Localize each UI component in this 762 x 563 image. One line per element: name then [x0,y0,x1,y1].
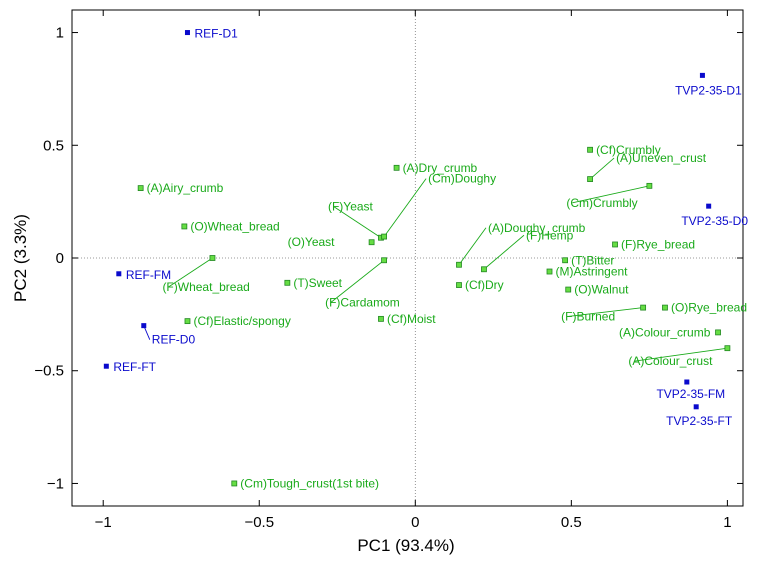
marker-tvp2-35-d1 [699,72,705,78]
marker-o-rye-bread [662,304,668,311]
leader-a-colour-crust [634,347,728,362]
x-tick-label: −0.5 [244,514,274,531]
marker-cf-moist [378,315,384,322]
leader-a-doughy-crumb [458,227,487,266]
label-cf-crumbly: (Cf)Crumbly [596,143,661,157]
y-tick-label: −1 [47,475,64,492]
marker-ref-d1 [184,30,190,36]
marker-a-colour-crumb [715,329,721,336]
x-tick-label: 0.5 [561,514,582,531]
marker-cf-crumbly [587,146,593,153]
leader-cm-crumbly [572,185,650,204]
leader-cm-doughy [383,178,427,237]
leader-a-uneven-crust [589,157,615,180]
marker-a-uneven-crust [587,176,593,182]
marker-ref-ft [103,363,109,369]
label-cm-tough-crust-1st-bite: (Cm)Tough_crust(1st bite) [240,476,379,490]
marker-cm-tough-crust-1st-bite [231,480,238,487]
marker-f-wheat-bread [209,255,216,261]
label-o-rye-bread: (O)Rye_bread [671,301,747,315]
marker-t-bitter [562,257,569,264]
marker-a-dry-crumb [393,164,400,171]
y-axis-title: PC2 (3.3%) [11,214,30,302]
label-f-burned: (F)Burned [561,310,615,324]
label-m-astringent: (M)Astringent [556,265,629,279]
label-a-doughy-crumb: (A)Doughy_crumb [488,221,586,235]
marker-cm-crumbly [646,182,653,189]
x-tick-label: −1 [95,514,112,531]
marker-tvp2-35-ft [693,404,699,410]
label-ref-ft: REF-FT [113,360,156,374]
marker-f-rye-bread [612,241,618,248]
label-o-walnut: (O)Walnut [574,283,629,297]
label-f-wheat-bread: (F)Wheat_bread [162,280,249,294]
x-tick-label: 0 [411,514,419,531]
marker-tvp2-35-fm [684,379,690,385]
y-tick-label: 0.5 [43,137,64,154]
label-o-yeast: (O)Yeast [288,235,336,249]
label-f-hemp: (F)Hemp [526,228,574,242]
label-tvp2-35-d1: TVP2-35-D1 [675,83,742,97]
label-f-rye-bread: (F)Rye_bread [621,237,695,251]
label-cm-doughy: (Cm)Doughy [428,172,496,186]
point-markers [103,30,731,487]
label-tvp2-35-d0: TVP2-35-D0 [681,214,748,228]
leader-f-cardamom [330,259,385,303]
marker-a-airy-crumb [137,185,144,192]
label-cf-moist: (Cf)Moist [387,312,436,326]
marker-ref-fm [116,271,122,277]
leader-f-burned [567,307,644,318]
label-f-yeast: (F)Yeast [328,200,374,214]
axis-ticks: −1 −0.5 0 0.5 1 −1 −0.5 0 0.5 1 [34,10,743,531]
label-cm-crumbly: (Cm)Crumbly [566,196,637,210]
marker-f-cardamom [381,257,387,264]
label-tvp2-35-fm: TVP2-35-FM [656,387,725,401]
label-leader-lines [143,157,728,362]
leader-f-hemp [483,234,525,270]
leader-f-yeast [333,206,382,239]
marker-tvp2-35-d0 [706,203,712,209]
marker-ref-d0 [141,323,147,329]
label-t-sweet: (T)Sweet [293,276,342,290]
label-o-wheat-bread: (O)Wheat_bread [190,219,279,233]
label-t-bitter: (T)Bitter [571,253,614,267]
marker-a-colour-crust [724,345,731,352]
marker-cf-dry [456,282,462,288]
label-cf-elastic-spongy: (Cf)Elastic/spongy [193,314,290,328]
label-ref-fm: REF-FM [126,268,171,282]
point-labels: REF-D1 REF-FM REF-D0 REF-FT TVP2-35-D1 TVP2-3… [113,27,748,491]
marker-f-burned [640,304,647,311]
label-a-colour-crumb: (A)Colour_crumb [619,325,711,339]
label-tvp2-35-ft: TVP2-35-FT [666,414,733,428]
x-tick-label: 1 [723,514,731,531]
label-ref-d1: REF-D1 [194,27,238,41]
marker-o-yeast [368,239,375,246]
marker-f-hemp [481,266,487,273]
y-tick-label: −0.5 [34,363,64,380]
marker-t-sweet [284,279,291,286]
label-f-cardamom: (F)Cardamom [325,295,400,309]
label-a-colour-crust: (A)Colour_crust [628,354,713,368]
label-a-dry-crumb: (A)Dry_crumb [403,161,478,175]
label-a-uneven-crust: (A)Uneven_crust [616,151,707,165]
marker-m-astringent [546,268,553,275]
zero-lines [72,10,743,506]
marker-cf-elastic-spongy [184,318,191,325]
y-tick-label: 0 [56,250,64,267]
marker-cm-doughy [381,233,387,240]
label-a-airy-crumb: (A)Airy_crumb [147,181,224,195]
leader-f-wheat-bread [168,257,213,288]
marker-o-walnut [565,286,572,293]
y-tick-label: 1 [56,25,64,42]
x-axis-title: PC1 (93.4%) [357,536,454,555]
marker-a-doughy-crumb [456,261,462,268]
marker-o-wheat-bread [181,223,188,230]
label-cf-dry: (Cf)Dry [465,278,504,292]
label-ref-d0: REF-D0 [152,333,196,347]
